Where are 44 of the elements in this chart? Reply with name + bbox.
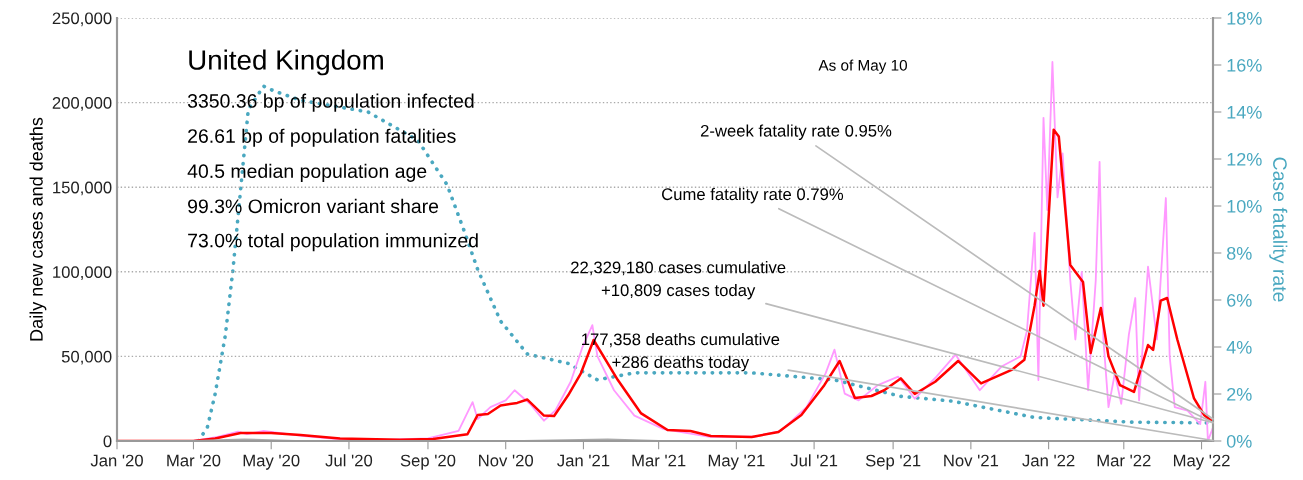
y2-tick-label: 8% <box>1226 246 1252 260</box>
annotation: 177,358 deaths cumulative +286 deaths today <box>582 333 780 372</box>
y2-tick-label: 14% <box>1227 106 1262 119</box>
y-axis-title: Daily new cases and deaths <box>29 117 47 341</box>
x-tick-label: Mar '22 <box>1097 454 1151 467</box>
y2-tick-label: 2% <box>1227 387 1252 401</box>
x-tick-label: Sep '20 <box>400 454 456 470</box>
x-tick-label: Jan '20 <box>90 454 143 467</box>
y-tick-label: 150,000 <box>53 181 112 196</box>
x-tick-label: Sep '21 <box>865 454 921 470</box>
annotation: 3350.36 bp of population infected <box>187 93 474 112</box>
x-tick-label: May '20 <box>243 454 300 470</box>
annotation: As of May 10 <box>818 59 907 74</box>
y2-tick-label: 16% <box>1227 58 1262 72</box>
y-tick-label: 0 <box>103 435 112 448</box>
annotation: Cume fatality rate 0.79% <box>662 187 844 204</box>
y2-tick-label: 4% <box>1226 341 1252 354</box>
annotation: 26.61 bp of population fatalities <box>188 128 456 147</box>
annotation: 73.0% total population immunized <box>188 233 478 252</box>
y-tick-label: 50,000 <box>61 350 112 365</box>
x-tick-label: Jul '20 <box>325 454 373 467</box>
annotation: 22,329,180 cases cumulative +10,809 cases today <box>571 261 786 300</box>
x-tick-label: Jan '21 <box>557 454 610 467</box>
y2-axis-title: Case fatality rate <box>1269 157 1288 302</box>
y-tick-label: 200,000 <box>52 97 112 111</box>
x-tick-label: Jul '21 <box>790 454 838 467</box>
annotation: 40.5 median population age <box>187 163 427 182</box>
y2-tick-label: 12% <box>1227 152 1262 166</box>
annotation: 2-week fatality rate 0.95% <box>700 124 892 140</box>
annotation: 99.3% Omicron variant share <box>188 198 439 214</box>
x-tick-label: Jan '22 <box>1022 454 1075 467</box>
x-tick-label: Mar '20 <box>167 454 221 467</box>
text: United Kingdom <box>189 49 383 76</box>
y-tick-label: 100,000 <box>53 266 112 280</box>
x-tick-label: May '21 <box>708 454 765 470</box>
y2-tick-label: 6% <box>1227 293 1252 307</box>
y2-tick-label: 18% <box>1227 11 1262 25</box>
x-tick-label: Nov '21 <box>944 454 999 467</box>
x-tick-label: Nov '20 <box>479 454 534 467</box>
y-tick-label: 250,000 <box>52 12 112 27</box>
y2-tick-label: 0% <box>1226 434 1252 448</box>
x-tick-label: May '22 <box>1173 454 1230 470</box>
x-tick-label: Mar '21 <box>632 454 686 467</box>
y2-tick-label: 10% <box>1227 199 1262 213</box>
